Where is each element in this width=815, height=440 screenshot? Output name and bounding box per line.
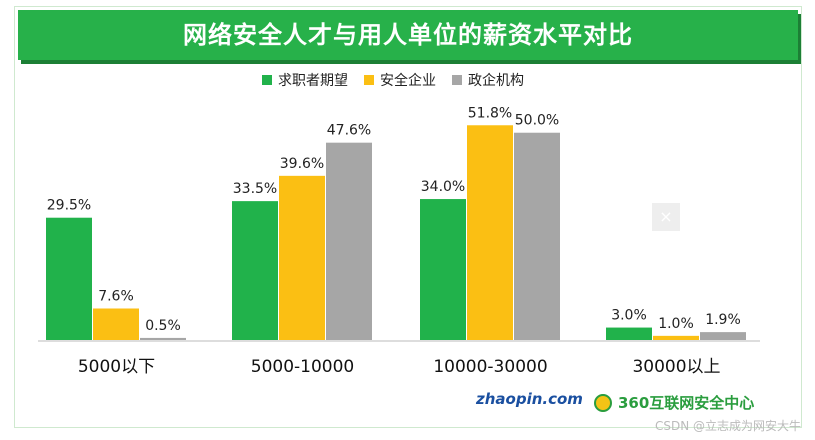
data-label-3-0: 3.0%	[611, 308, 647, 324]
bar-0-1	[93, 308, 139, 340]
category-label-0: 5000以下	[78, 357, 155, 377]
data-label-1-0: 33.5%	[233, 181, 277, 197]
sec360-emblem-icon	[594, 393, 612, 412]
data-label-3-2: 1.9%	[705, 312, 741, 328]
bar-0-0	[46, 217, 92, 340]
legend-item-government: 政企机构	[452, 70, 524, 90]
bar-1-2	[326, 142, 372, 340]
legend-swatch-government	[452, 75, 462, 85]
data-label-2-2: 50.0%	[515, 113, 559, 129]
bar-2-1	[467, 125, 513, 340]
watermark: CSDN @立志成为网安大牛	[654, 419, 801, 433]
bar-2-2	[514, 132, 560, 340]
legend: 求职者期望 安全企业 政企机构	[262, 70, 524, 90]
legend-label-government: 政企机构	[468, 73, 524, 89]
legend-swatch-seekers	[262, 75, 272, 85]
category-label-3: 30000以上	[632, 357, 720, 377]
sec360-logo: 360互联网安全中心	[594, 392, 754, 413]
legend-item-security-companies: 安全企业	[364, 70, 436, 90]
zhaopin-logo: zhaopin.com	[476, 390, 583, 408]
bar-1-1	[279, 175, 325, 340]
data-label-0-1: 7.6%	[98, 288, 134, 304]
close-icon[interactable]: ×	[652, 203, 680, 231]
title-banner: 网络安全人才与用人单位的薪资水平对比	[18, 10, 798, 60]
data-label-0-0: 29.5%	[47, 198, 91, 214]
chart-title: 网络安全人才与用人单位的薪资水平对比	[183, 21, 633, 49]
data-label-1-2: 47.6%	[327, 123, 371, 139]
data-label-2-1: 51.8%	[468, 105, 512, 121]
legend-item-seekers: 求职者期望	[262, 70, 348, 90]
legend-label-seekers: 求职者期望	[278, 73, 348, 89]
bar-2-0	[420, 199, 466, 340]
data-label-1-1: 39.6%	[280, 156, 324, 172]
category-label-1: 5000-10000	[251, 357, 354, 377]
bar-3-2	[700, 332, 746, 340]
data-label-0-2: 0.5%	[145, 318, 181, 334]
legend-label-security-companies: 安全企业	[380, 73, 436, 89]
sec360-logo-text: 360互联网安全中心	[618, 394, 755, 412]
category-label-2: 10000-30000	[433, 357, 547, 377]
bar-3-1	[653, 335, 699, 340]
data-label-2-0: 34.0%	[421, 179, 465, 195]
bar-0-2	[140, 337, 186, 340]
legend-swatch-security-companies	[364, 75, 374, 85]
bar-1-0	[232, 201, 278, 340]
bar-3-0	[606, 327, 652, 340]
data-label-3-1: 1.0%	[658, 316, 694, 332]
